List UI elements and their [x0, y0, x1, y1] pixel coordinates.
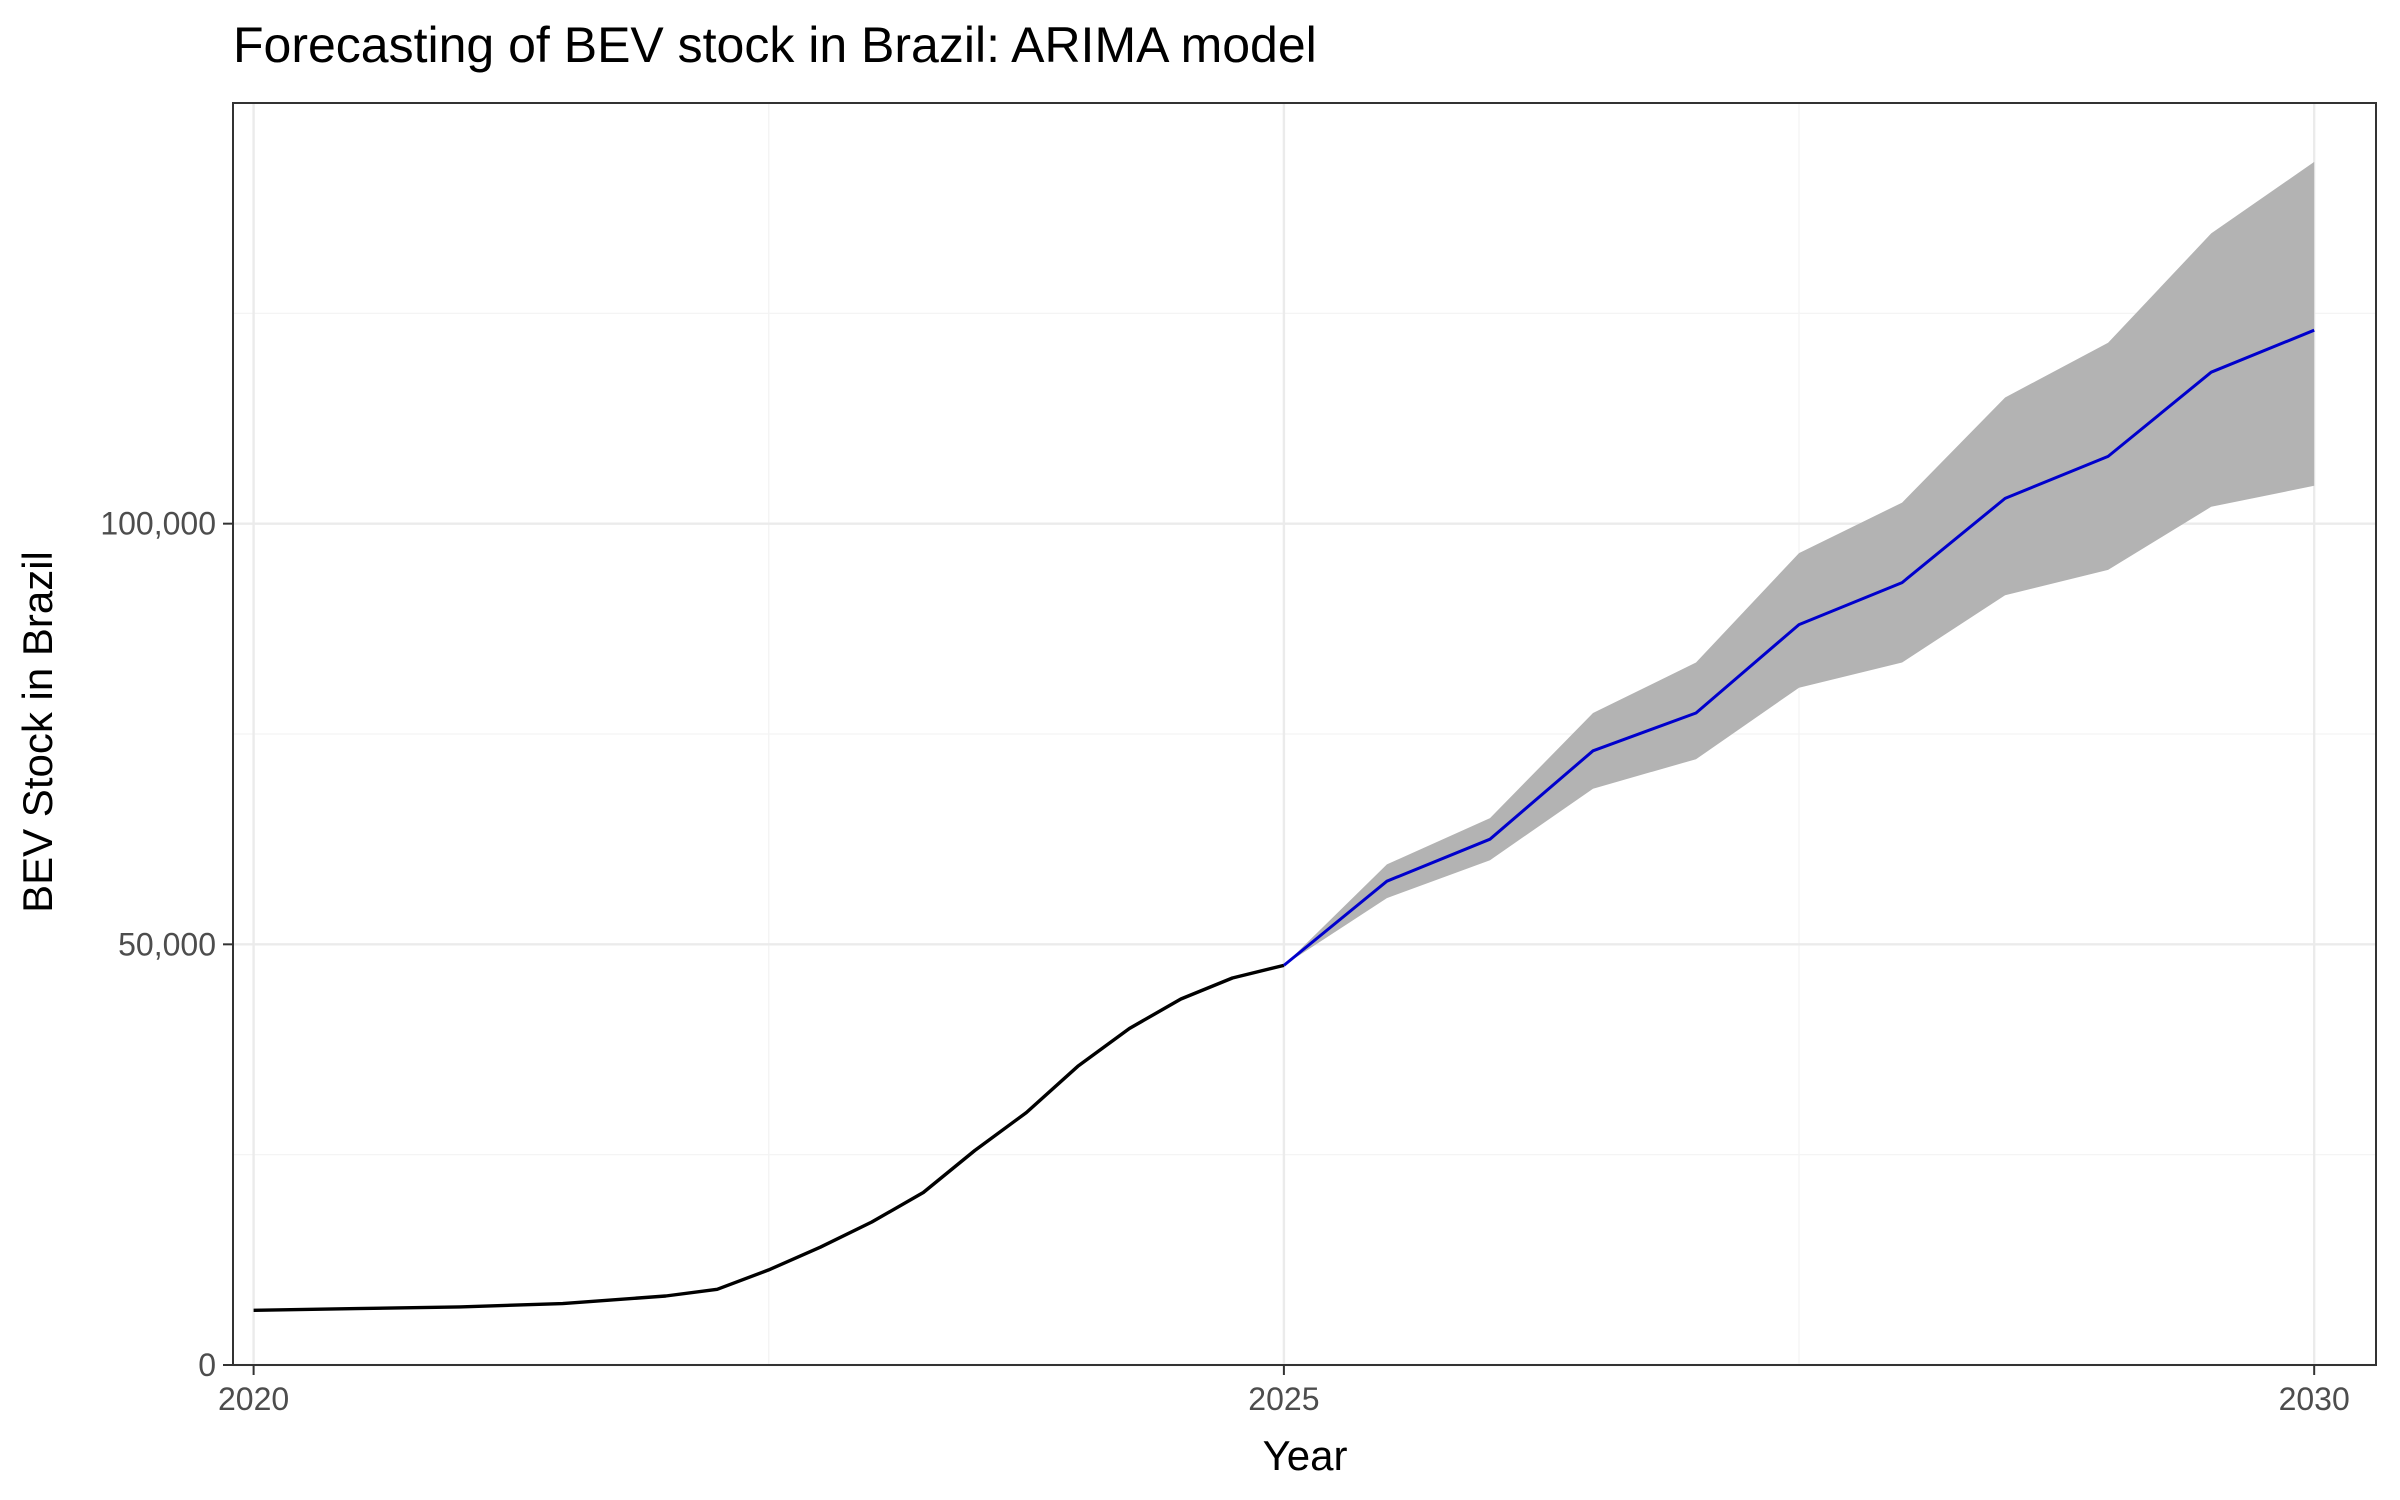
forecast-series-line: [1282, 328, 2315, 967]
x-axis-title: Year: [1263, 1432, 1348, 1479]
forecast-interval-band: [1283, 161, 2315, 966]
y-tick-label: 50,000: [118, 926, 216, 962]
plot-panel-border: [232, 102, 2377, 1366]
y-tick-label: 0: [198, 1347, 216, 1383]
grid-lines: [233, 103, 2376, 1367]
x-tick-label: 2025: [1248, 1381, 1319, 1417]
confidence-band-layer: [1283, 161, 2315, 966]
axis-ticks: 2020 2025 2030 0 50,000 100,000: [100, 506, 2349, 1417]
x-tick-label: 2030: [2279, 1381, 2350, 1417]
chart-title: Forecasting of BEV stock in Brazil: ARIM…: [233, 17, 1317, 73]
observed-series-line: [253, 963, 1285, 1312]
y-tick-label: 100,000: [100, 506, 216, 542]
y-axis-title: BEV Stock in Brazil: [14, 551, 61, 913]
x-tick-label: 2020: [218, 1381, 289, 1417]
series-lines-layer: [253, 328, 2315, 1312]
